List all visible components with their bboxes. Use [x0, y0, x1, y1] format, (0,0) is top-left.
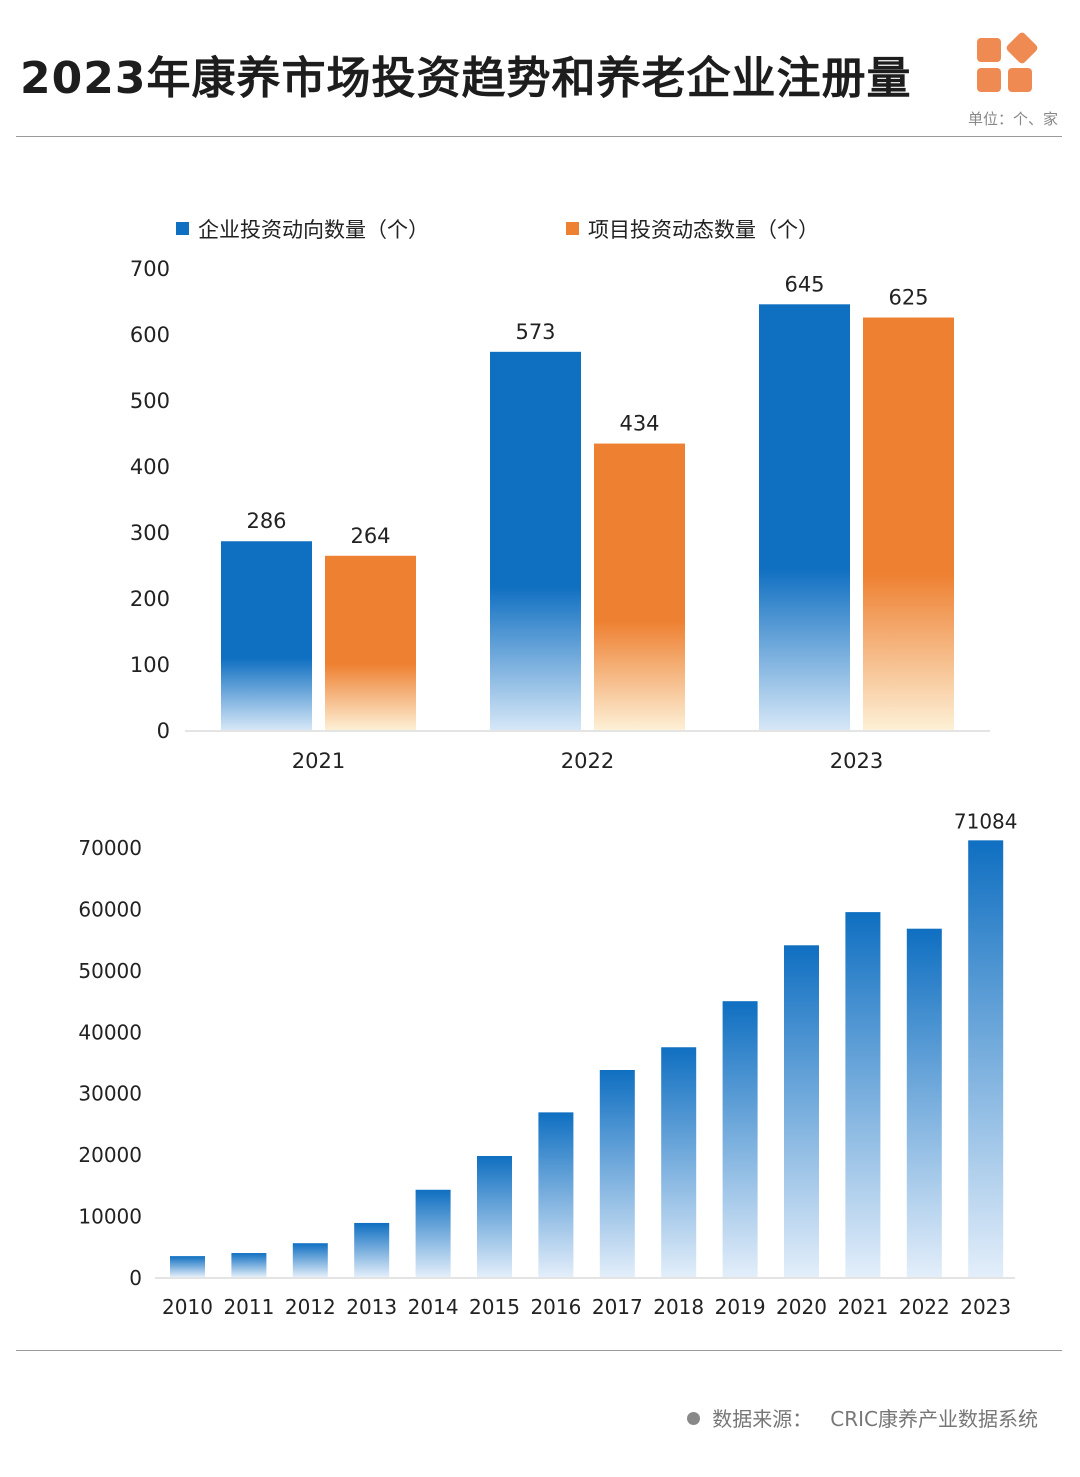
- bar-registrations-2016: [538, 1112, 574, 1277]
- y-tick-label: 100: [130, 653, 170, 677]
- investment-bar-chart: 0 100 200 300 400 500 600 700 286 264 2021 573 434 20…: [130, 257, 990, 773]
- y-tick-label: 50000: [78, 959, 142, 983]
- y-tick-label: 200: [130, 587, 170, 611]
- x-tick-label: 2017: [592, 1295, 643, 1319]
- y-tick-label: 60000: [78, 897, 142, 921]
- x-tick-label: 2018: [653, 1295, 704, 1319]
- bar-enterprise-2023: [759, 304, 850, 730]
- x-tick-label: 2021: [292, 749, 345, 773]
- y-tick-label: 500: [130, 389, 170, 413]
- unit-label: 单位：个、家: [967, 110, 1058, 128]
- bar-registrations-2012: [292, 1243, 328, 1277]
- legend-label-project: 项目投资动态数量（个）: [588, 218, 819, 242]
- bar-registrations-2013: [354, 1222, 390, 1277]
- bar-registrations-2019: [722, 1001, 758, 1277]
- y-tick-label: 300: [130, 521, 170, 545]
- data-label: 286: [246, 509, 286, 533]
- bar-registrations-2022: [906, 928, 942, 1277]
- logo-square-1: [977, 38, 1001, 62]
- y-tick-label: 0: [129, 1266, 142, 1290]
- data-label: 645: [784, 272, 824, 296]
- legend-swatch-blue: [176, 222, 189, 235]
- x-tick-label: 2010: [162, 1295, 213, 1319]
- bar-registrations-2021: [845, 912, 881, 1277]
- registration-bar-chart: 0 10000 20000 30000 40000 50000 60000 70000 2010…: [78, 809, 1018, 1319]
- bar-registrations-2018: [661, 1047, 697, 1277]
- source-dot: [687, 1412, 701, 1425]
- x-tick-label: 2015: [469, 1295, 520, 1319]
- source-label: 数据来源：: [712, 1407, 813, 1431]
- x-tick-label: 2023: [830, 749, 883, 773]
- data-label: 573: [515, 320, 555, 344]
- x-tick-label: 2019: [715, 1295, 766, 1319]
- bar-registrations-2015: [477, 1155, 512, 1277]
- footer-divider: [16, 1350, 1062, 1351]
- y-tick-label: 20000: [78, 1143, 142, 1167]
- y-tick-label: 0: [157, 719, 170, 743]
- legend-item-project: 项目投资动态数量（个）: [566, 214, 819, 244]
- logo-diamond: [1005, 31, 1039, 65]
- header-divider: [16, 136, 1062, 137]
- page-title: 2023年康养市场投资趋势和养老企业注册量: [20, 53, 912, 104]
- data-label: 71084: [954, 809, 1018, 833]
- bar-registrations-2011: [231, 1253, 267, 1277]
- bar-project-2023: [863, 317, 954, 730]
- legend-swatch-orange: [566, 222, 579, 235]
- y-tick-label: 40000: [78, 1020, 142, 1044]
- y-tick-label: 700: [130, 257, 170, 281]
- y-tick-label: 10000: [78, 1205, 142, 1229]
- x-tick-label: 2023: [960, 1295, 1011, 1319]
- logo-square-3: [977, 68, 1001, 92]
- x-tick-label: 2013: [346, 1295, 397, 1319]
- bar-project-2022: [594, 443, 685, 730]
- source-value: CRIC康养产业数据系统: [830, 1407, 1038, 1431]
- bar-registrations-2014: [415, 1189, 451, 1277]
- data-source: 数据来源： CRIC康养产业数据系统: [687, 1403, 1038, 1432]
- x-tick-label: 2021: [837, 1295, 888, 1319]
- bar-registrations-2017: [599, 1069, 635, 1277]
- legend-label-enterprise: 企业投资动向数量（个）: [198, 218, 429, 242]
- data-label: 264: [350, 524, 390, 548]
- logo-square-4: [1008, 68, 1032, 92]
- bar-enterprise-2021: [221, 541, 312, 730]
- x-tick-label: 2022: [561, 749, 614, 773]
- bar-registrations-2010: [170, 1256, 205, 1277]
- bar-registrations-2020: [784, 945, 819, 1277]
- x-tick-label: 2022: [899, 1295, 950, 1319]
- x-tick-label: 2012: [285, 1295, 336, 1319]
- bar-registrations-2023: [968, 840, 1004, 1277]
- data-label: 434: [619, 412, 659, 436]
- y-tick-label: 400: [130, 455, 170, 479]
- brand-logo: [977, 31, 1039, 94]
- x-tick-label: 2020: [776, 1295, 827, 1319]
- y-tick-label: 600: [130, 323, 170, 347]
- x-tick-label: 2011: [223, 1295, 274, 1319]
- data-label: 625: [888, 286, 928, 310]
- x-tick-label: 2016: [530, 1295, 581, 1319]
- x-tick-label: 2014: [408, 1295, 459, 1319]
- y-tick-label: 30000: [78, 1082, 142, 1106]
- y-tick-label: 70000: [78, 836, 142, 860]
- bar-project-2021: [325, 555, 416, 730]
- bar-enterprise-2022: [490, 351, 581, 730]
- legend-item-enterprise: 企业投资动向数量（个）: [176, 214, 429, 244]
